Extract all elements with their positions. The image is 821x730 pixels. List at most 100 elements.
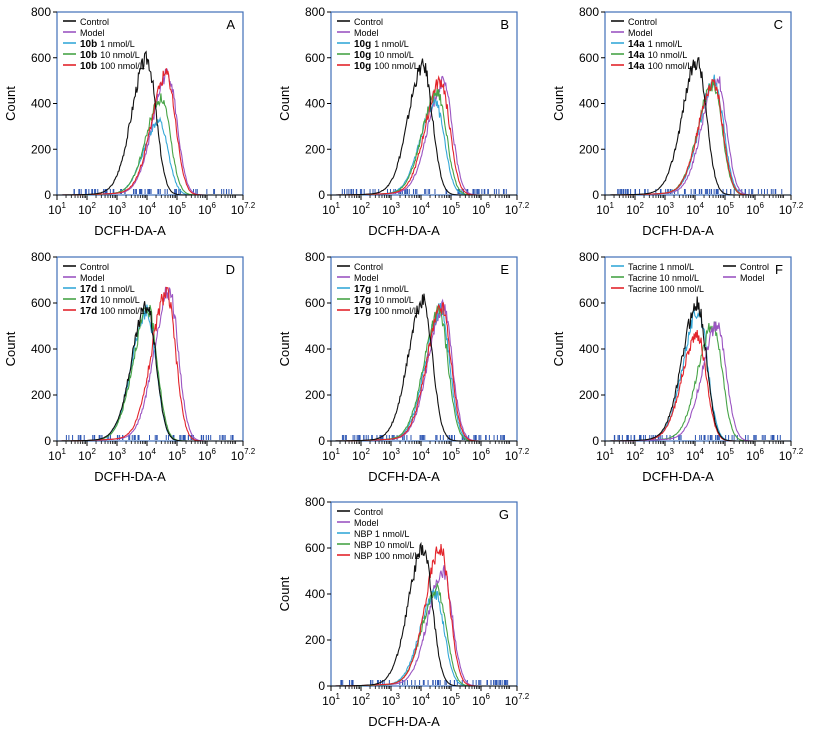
x-axis-label: DCFH-DA-A [368,714,440,729]
histogram-series-model [605,76,791,196]
x-tick-exponent: 3 [395,692,400,701]
histogram-series-dose100 [605,78,791,196]
x-tick-label: 106 [472,201,490,217]
legend-entry: 14a 10 nmol/L [628,50,687,61]
x-tick-label: 102 [626,447,644,463]
legend-compound: 17g [354,284,371,295]
x-tick-label: 105 [442,201,460,217]
legend-entry: 17g 100 nmol/L [354,306,419,317]
x-tick-exponent: 1 [609,447,614,456]
legend-entry: NBP 1 nmol/L [354,529,409,539]
panel-letter: A [226,17,235,32]
x-tick-base: 10 [48,449,62,463]
x-tick-exponent: 7.2 [244,447,256,456]
x-tick-label: 101 [48,201,66,217]
x-tick-label: 101 [48,447,66,463]
y-tick-label: 400 [305,342,325,356]
x-tick-label: 106 [198,447,216,463]
legend-compound: 14a [628,39,645,50]
legend-compound: 17d [80,284,97,295]
legend-dose: 1 nmol/L [374,284,409,294]
y-tick-label: 400 [31,97,51,111]
x-tick-label: 107.2 [505,201,530,217]
x-tick-base: 10 [322,449,336,463]
legend-compound: 10g [354,50,371,61]
y-tick-label: 800 [579,250,599,264]
x-tick-base: 10 [442,449,456,463]
x-tick-base: 10 [472,694,486,708]
legend-entry: Model [354,518,379,528]
x-tick-label: 105 [168,447,186,463]
x-tick-label: 105 [442,447,460,463]
y-tick-label: 0 [592,188,599,202]
x-tick-label: 101 [596,201,614,217]
x-tick-exponent: 4 [425,201,430,210]
x-tick-base: 10 [138,203,152,217]
x-tick-base: 10 [78,449,92,463]
histogram-series-dose100 [331,75,517,196]
x-tick-base: 10 [412,694,426,708]
x-tick-label: 104 [412,447,430,463]
legend-compound: 10b [80,50,97,61]
legend-dose: 10 nmol/L [648,50,688,60]
x-tick-base: 10 [168,203,182,217]
x-tick-label: 106 [198,201,216,217]
y-tick-label: 200 [305,142,325,156]
x-tick-base: 10 [322,694,336,708]
legend-entry: 10b 10 nmol/L [80,50,140,61]
panel-letter: G [499,507,509,522]
x-tick-exponent: 2 [91,447,96,456]
legend-entry: NBP 10 nmol/L [354,540,414,550]
x-tick-exponent: 1 [335,447,340,456]
x-tick-label: 107.2 [779,447,804,463]
x-tick-label: 104 [686,447,704,463]
legend-entry: 17d 100 nmol/L [80,306,145,317]
x-tick-exponent: 2 [639,201,644,210]
y-axis-label: Count [277,576,292,611]
y-tick-label: 0 [592,434,599,448]
x-tick-exponent: 2 [91,201,96,210]
legend-entry: 17d 10 nmol/L [80,295,140,306]
x-tick-label: 107.2 [231,447,256,463]
legend-entry: Control [354,17,383,27]
y-tick-label: 200 [305,388,325,402]
x-tick-exponent: 5 [181,447,186,456]
x-axis-label: DCFH-DA-A [94,469,166,484]
legend-entry: Model [80,28,105,38]
legend-compound: 17g [354,295,371,306]
x-tick-base: 10 [626,203,640,217]
x-tick-exponent: 5 [729,447,734,456]
x-tick-base: 10 [686,203,700,217]
legend-dose: 100 nmol/L [374,61,419,71]
x-tick-label: 105 [716,201,734,217]
x-tick-exponent: 1 [335,201,340,210]
x-tick-exponent: 1 [609,201,614,210]
x-tick-label: 102 [352,201,370,217]
y-tick-label: 200 [305,633,325,647]
legend-entry: Tacrine 10 nmol/L [628,273,699,283]
x-tick-base: 10 [198,449,212,463]
x-tick-label: 103 [382,692,400,708]
x-tick-exponent: 5 [455,201,460,210]
histogram-series-dose1 [605,74,791,196]
legend-entry: Tacrine 1 nmol/L [628,262,694,272]
x-tick-base: 10 [322,203,336,217]
histogram-series-dose1 [605,308,791,442]
x-tick-label: 104 [686,201,704,217]
x-tick-base: 10 [596,449,610,463]
y-tick-label: 600 [305,541,325,555]
histogram-series-dose100 [605,329,791,442]
x-tick-base: 10 [138,449,152,463]
x-axis-label: DCFH-DA-A [368,223,440,238]
x-tick-exponent: 7.2 [792,447,804,456]
x-tick-label: 102 [352,447,370,463]
x-axis-label: DCFH-DA-A [94,223,166,238]
x-tick-label: 104 [138,447,156,463]
x-tick-base: 10 [231,203,245,217]
x-tick-base: 10 [108,449,122,463]
x-tick-base: 10 [442,694,456,708]
